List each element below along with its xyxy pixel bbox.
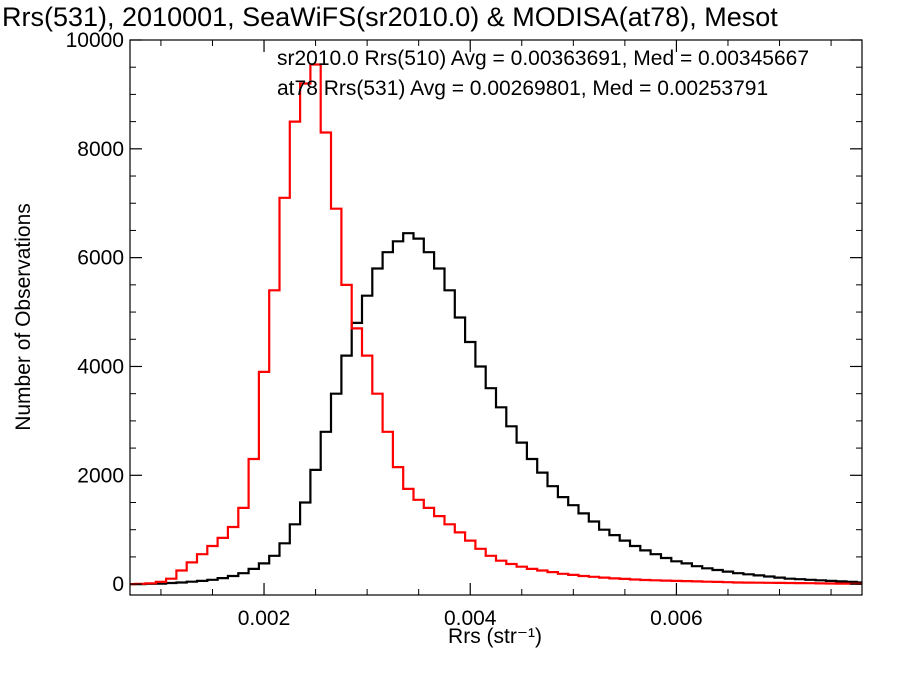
black-series-annotation: sr2010.0 Rrs(510) Avg = 0.00363691, Med … [277, 47, 810, 70]
series-line-black [130, 232, 862, 586]
plot-frame [129, 39, 863, 596]
x-tick-label: 0.006 [650, 607, 703, 630]
y-tick-label: 4000 [77, 355, 124, 378]
chart-title: Rrs(531), 2010001, SeaWiFS(sr2010.0) & M… [2, 2, 778, 32]
y-axis-label: Number of Observations [12, 203, 35, 431]
y-tick-label: 6000 [77, 247, 124, 270]
series-line-red [130, 63, 862, 586]
y-tick-label: 10000 [66, 29, 124, 52]
x-axis-label: Rrs (str⁻¹) [448, 625, 542, 648]
y-tick-label: 2000 [77, 464, 124, 487]
x-tick-label: 0.002 [238, 607, 291, 630]
red-series-annotation: at78 Rrs(531) Avg = 0.00269801, Med = 0.… [277, 77, 769, 100]
x-tick-label: 0.004 [444, 607, 497, 630]
y-tick-label: 8000 [77, 138, 124, 161]
y-tick-label: 0 [112, 573, 124, 596]
